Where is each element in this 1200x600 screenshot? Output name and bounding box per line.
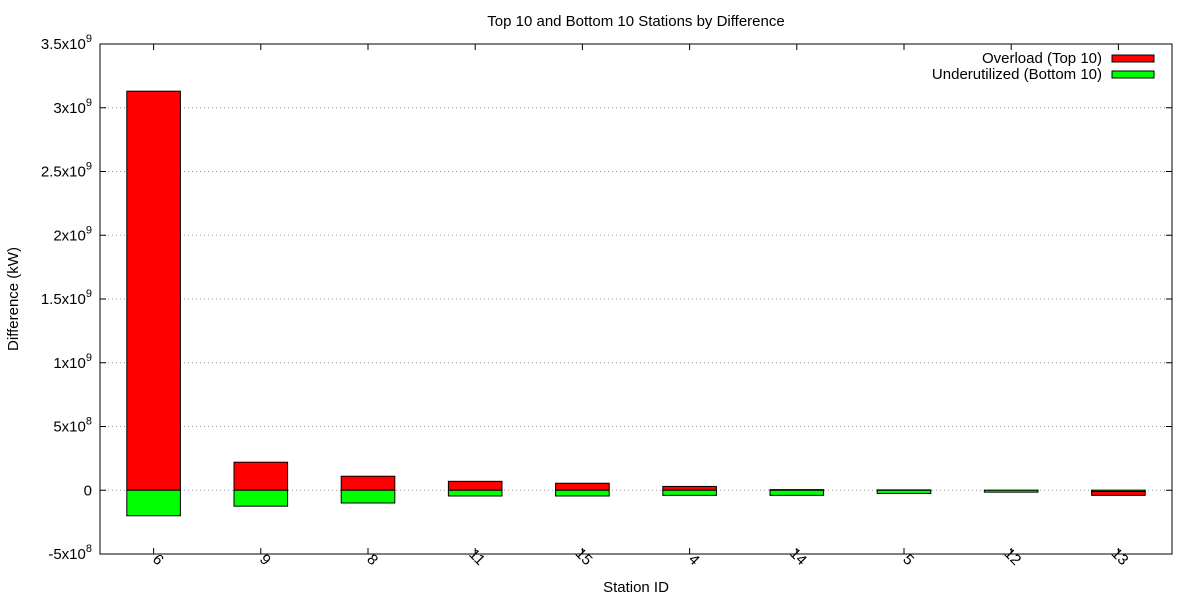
- bar-underutilized-5: [876, 489, 932, 494]
- bar-underutilized-8: [340, 489, 396, 504]
- bar-underutilized-9: [233, 489, 289, 507]
- gridlines: [100, 107, 1172, 491]
- y-tick-label: -5x108: [48, 543, 92, 563]
- bar-underutilized-15: [555, 489, 610, 497]
- legend-swatch: [1111, 70, 1155, 79]
- x-tick-label: 13: [1108, 545, 1132, 569]
- y-tick-label: 1x109: [53, 352, 92, 372]
- chart-title: Top 10 and Bottom 10 Stations by Differe…: [487, 13, 784, 30]
- x-tick-label: 15: [572, 545, 596, 569]
- x-tick-label: 14: [786, 545, 810, 569]
- y-tick-label: 1.5x109: [41, 288, 92, 308]
- x-tick-label: 12: [1001, 545, 1025, 569]
- bar-underutilized-4: [662, 489, 717, 496]
- bar-underutilized-14: [769, 489, 825, 496]
- y-axis-ticks: 3.5x109 3x109 2.5x109 2x109 1.5x109 1x109 5x10…: [41, 33, 1172, 563]
- x-axis-label: Station ID: [603, 579, 669, 596]
- y-axis-label: Difference (kW): [5, 247, 22, 351]
- bar-overload-8: [340, 475, 396, 491]
- bar-overload-15: [555, 482, 610, 491]
- y-tick-label: 3x109: [53, 97, 92, 117]
- bar-underutilized-11: [447, 489, 503, 497]
- legend-swatch: [1111, 54, 1155, 63]
- y-tick-label: 5x108: [53, 416, 92, 436]
- bar-overload-4: [662, 485, 717, 491]
- bar-overload-11: [447, 480, 503, 491]
- legend-label: Underutilized (Bottom 10): [932, 66, 1102, 83]
- bar-underutilized-13: [1091, 489, 1146, 493]
- bar-underutilized-12: [983, 489, 1039, 493]
- y-tick-label: 2.5x109: [41, 161, 92, 181]
- y-tick-label: 2x109: [53, 224, 92, 244]
- legend-label: Overload (Top 10): [982, 50, 1102, 67]
- bar-overload-6: [126, 90, 181, 491]
- bars: [126, 90, 1146, 517]
- y-tick-label: 0: [84, 482, 92, 499]
- legend: Overload (Top 10)Underutilized (Bottom 1…: [932, 50, 1155, 83]
- bar-underutilized-6: [126, 489, 181, 517]
- y-tick-label: 3.5x109: [41, 33, 92, 53]
- bar-overload-9: [233, 461, 289, 491]
- x-tick-label: 11: [465, 546, 488, 569]
